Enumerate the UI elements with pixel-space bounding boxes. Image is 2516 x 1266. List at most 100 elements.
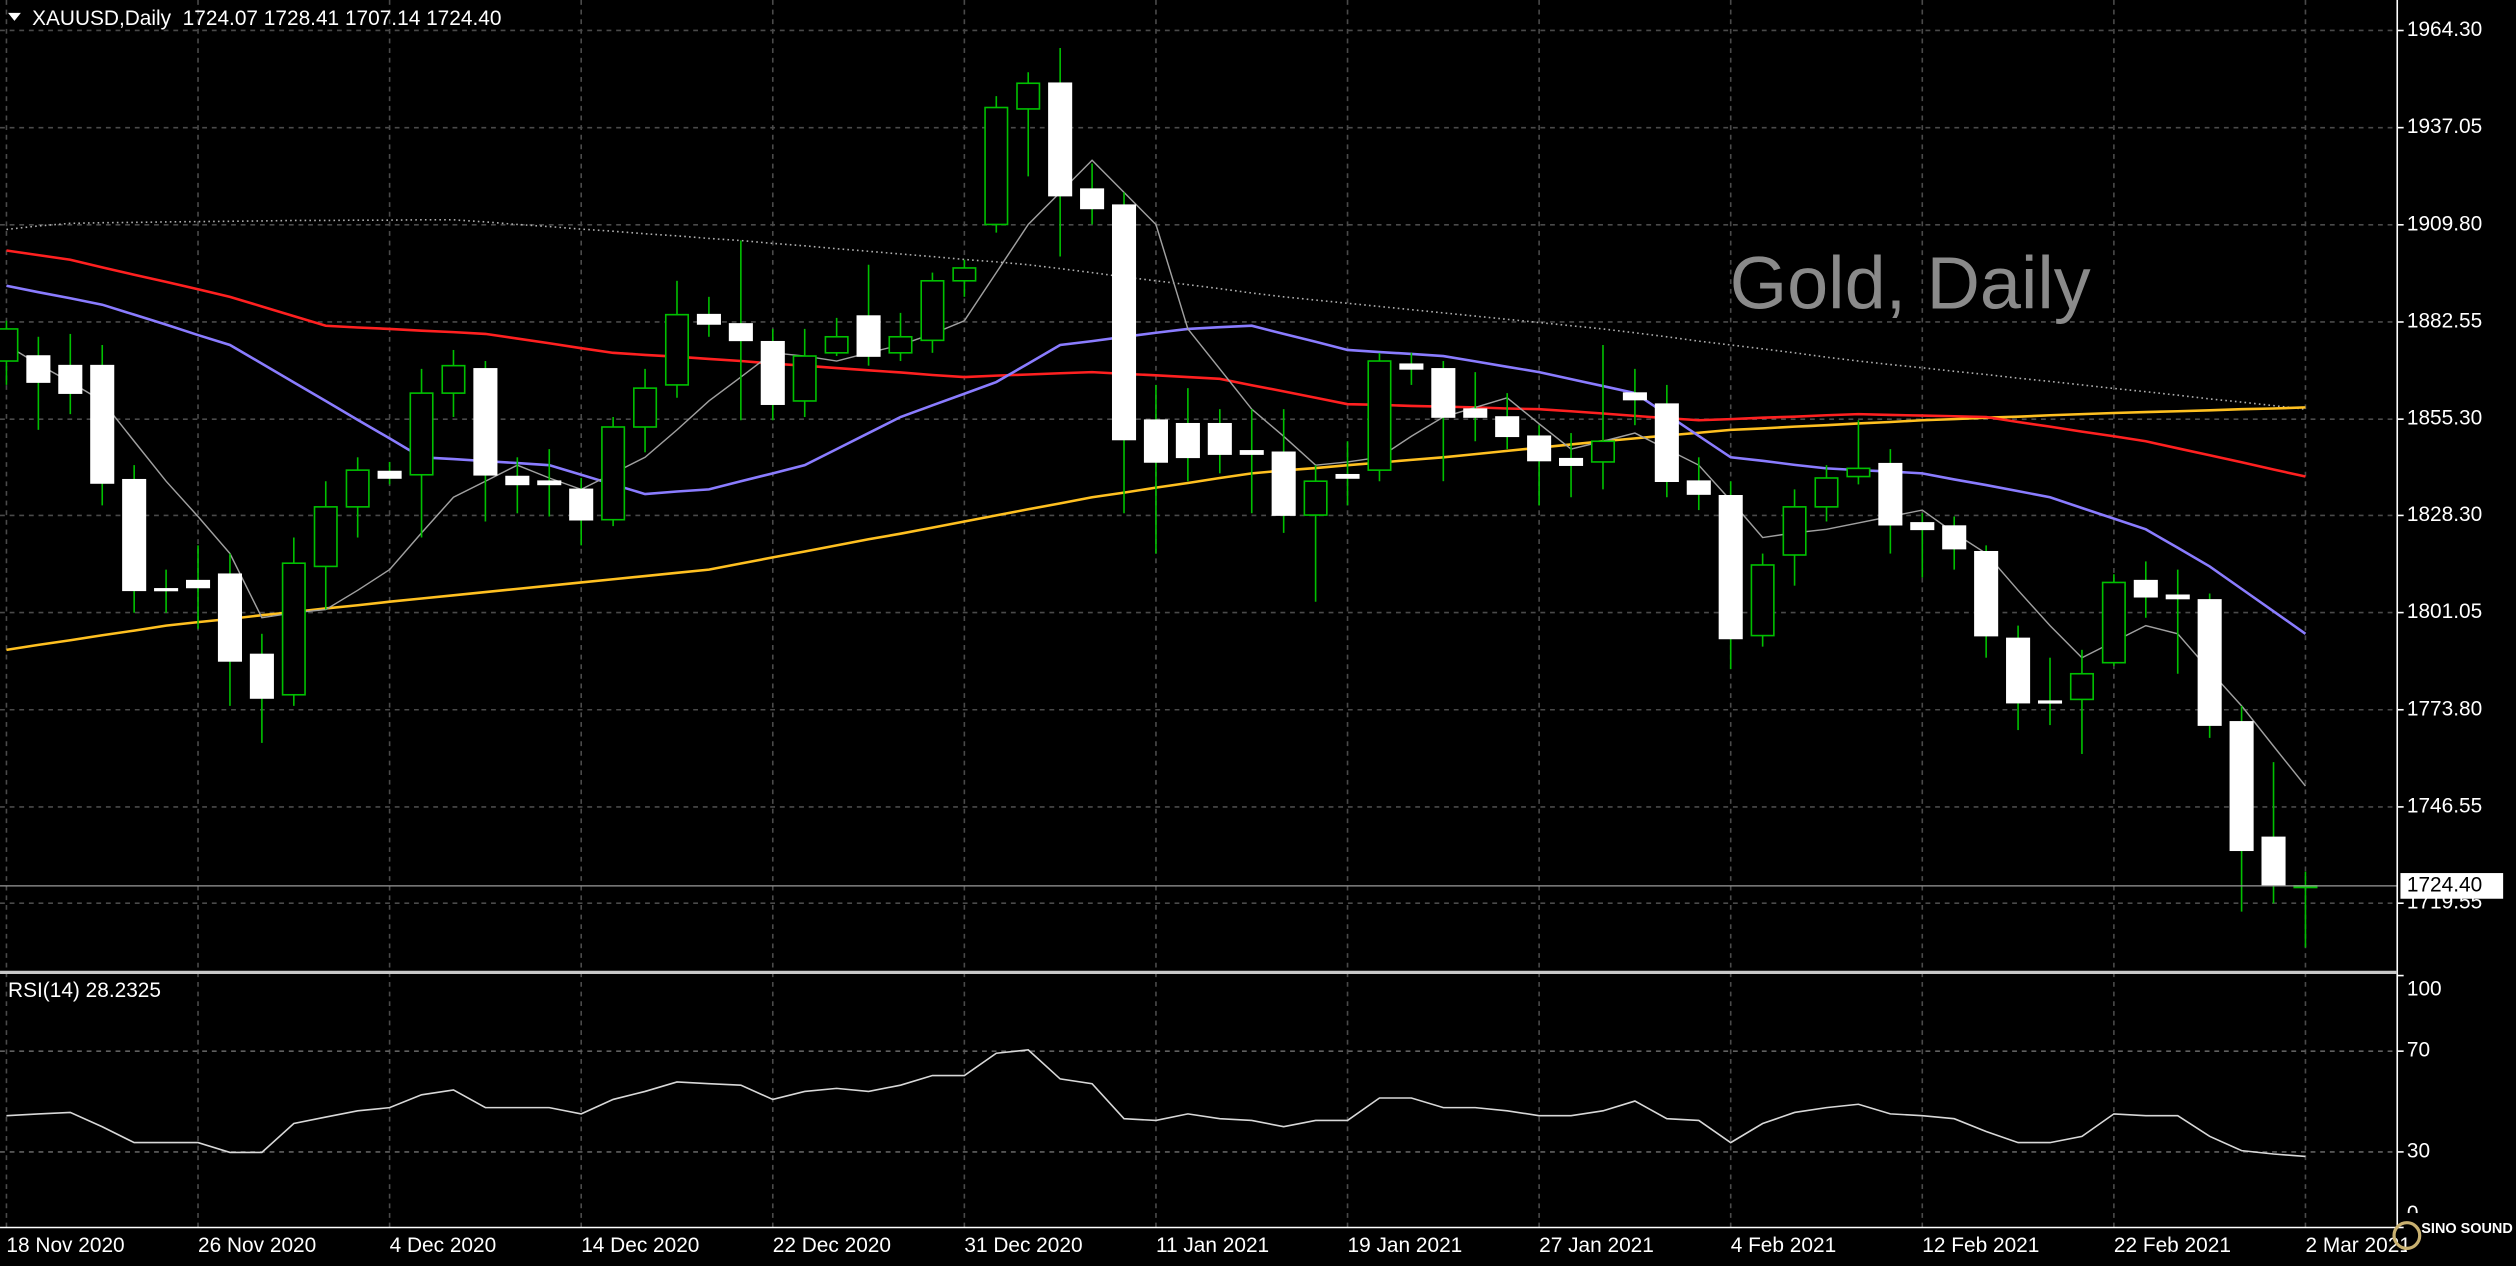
x-tick-label: 14 Dec 2020 — [581, 1234, 699, 1257]
candle-body — [90, 364, 115, 484]
candle-body — [122, 478, 147, 592]
x-tick-label: 22 Dec 2020 — [773, 1234, 891, 1257]
candle-body — [58, 364, 83, 394]
candle-body — [1622, 392, 1647, 401]
y-tick-label: 100 — [2407, 978, 2442, 1001]
y-tick-label: 1773.80 — [2407, 697, 2482, 720]
candle-body — [1527, 435, 1552, 462]
candle-body — [0, 328, 19, 362]
candle-body — [1016, 82, 1041, 110]
candle-body — [1367, 360, 1392, 471]
candle-body — [1846, 467, 1871, 478]
candle-body — [1559, 457, 1584, 466]
candle-body — [1590, 440, 1616, 463]
candle-body — [984, 106, 1009, 226]
candle-body — [1399, 363, 1424, 370]
candle-body — [888, 335, 913, 354]
moving-average-line — [6, 249, 2306, 478]
x-tick-label: 18 Nov 2020 — [6, 1234, 124, 1257]
x-tick-label: 12 Feb 2021 — [1922, 1234, 2039, 1257]
candle-body — [441, 364, 466, 394]
candle-body — [1878, 462, 1903, 526]
x-tick-label: 2 Mar 2021 — [2305, 1234, 2410, 1257]
x-tick-label: 11 Jan 2021 — [1156, 1234, 1269, 1257]
candle-body — [1750, 564, 1775, 637]
candle-body — [409, 392, 434, 476]
y-tick-label: 1937.05 — [2407, 115, 2482, 138]
candle-body — [1495, 416, 1520, 438]
candle-body — [1207, 422, 1232, 455]
candle-body — [2133, 579, 2158, 598]
y-tick-label: 1801.05 — [2407, 600, 2482, 623]
candle-body — [2006, 637, 2031, 704]
x-tick-label: 4 Feb 2021 — [1731, 1234, 1836, 1257]
x-tick-label: 31 Dec 2020 — [964, 1234, 1082, 1257]
y-tick-label: 1828.30 — [2407, 503, 2482, 526]
candle-body — [217, 573, 242, 662]
candle-body — [920, 279, 945, 342]
moving-average-line — [6, 159, 2307, 787]
chart-header: XAUUSD,Daily 1724.07 1728.41 1707.14 172… — [32, 7, 501, 30]
indicator-label: RSI(14) 28.2325 — [8, 979, 161, 1002]
candle-body — [505, 475, 530, 486]
candle-body — [633, 387, 658, 428]
candle-body — [1431, 368, 1456, 418]
candle-body — [824, 335, 849, 354]
candle-body — [1463, 408, 1488, 418]
candle-body — [1111, 204, 1137, 441]
candle-body — [1303, 480, 1328, 516]
candle-body — [1814, 477, 1839, 508]
y-tick-label: 30 — [2407, 1139, 2430, 1162]
y-tick-label: 70 — [2407, 1039, 2430, 1062]
x-tick-label: 27 Jan 2021 — [1539, 1234, 1654, 1257]
logo-icon — [2392, 1221, 2422, 1250]
x-tick-label: 22 Feb 2021 — [2114, 1234, 2231, 1257]
candle-body — [856, 315, 881, 357]
x-tick-label: 19 Jan 2021 — [1348, 1234, 1463, 1257]
candle-body — [1910, 522, 1935, 531]
candle-body — [377, 470, 402, 479]
candle-body — [601, 426, 626, 521]
y-tick-label: 1909.80 — [2407, 212, 2482, 235]
candle-body — [1654, 403, 1679, 482]
moving-average-line — [6, 284, 2307, 635]
candle-body — [792, 355, 817, 402]
candle-body — [1271, 451, 1296, 516]
candle-body — [1048, 82, 1073, 197]
candle-body — [1239, 450, 1264, 455]
candle-body — [2165, 594, 2190, 600]
candle-body — [1942, 525, 1967, 550]
logo-background — [2406, 1213, 2516, 1266]
candle-body — [952, 267, 977, 282]
candle-body — [1175, 422, 1200, 459]
candle-body — [2037, 700, 2063, 704]
candle-body — [185, 579, 211, 589]
candle-body — [2101, 581, 2126, 664]
logo-text: SINO SOUND — [2421, 1221, 2512, 1237]
candle-body — [2197, 599, 2222, 726]
candle-body — [664, 313, 690, 386]
y-tick-label: 1964.30 — [2407, 18, 2482, 41]
candle-body — [2229, 721, 2254, 852]
candle-body — [313, 506, 338, 568]
candle-body — [760, 340, 785, 405]
x-tick-label: 26 Nov 2020 — [198, 1234, 316, 1257]
candle-body — [1718, 495, 1743, 640]
candle-body — [537, 480, 562, 486]
candle-body — [154, 588, 179, 592]
candle-body — [1335, 473, 1360, 479]
candle-body — [696, 313, 721, 325]
rsi-line — [6, 1049, 2306, 1158]
candle-body — [2261, 836, 2286, 887]
y-tick-label: 1882.55 — [2407, 309, 2482, 332]
watermark: Gold, Daily — [1730, 241, 2091, 324]
candle-body — [569, 488, 594, 521]
candle-body — [1686, 480, 1711, 495]
candle-body — [473, 368, 498, 476]
candle-body — [728, 323, 753, 342]
candle-body — [1782, 506, 1807, 556]
candle-body — [1080, 188, 1105, 210]
candle-body — [2069, 672, 2094, 701]
